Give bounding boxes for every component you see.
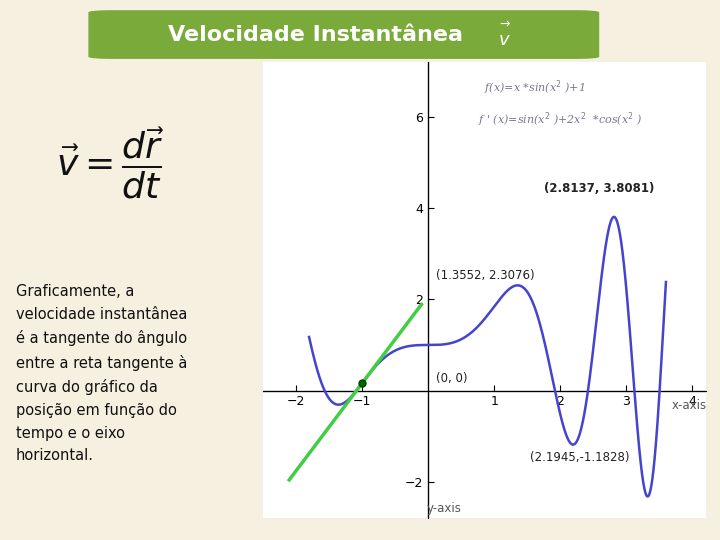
Text: y-axis: y-axis [427, 502, 462, 515]
Text: $v$: $v$ [498, 31, 510, 49]
Text: (0, 0): (0, 0) [436, 373, 467, 386]
Text: (1.3552, 2.3076): (1.3552, 2.3076) [436, 269, 534, 282]
Text: x-axis: x-axis [672, 399, 706, 412]
Text: $\vec{v} = \dfrac{d\vec{r}}{dt}$: $\vec{v} = \dfrac{d\vec{r}}{dt}$ [56, 125, 165, 200]
Text: Graficamente, a
velocidade instantânea
é a tangente do ângulo
entre a reta tange: Graficamente, a velocidade instantânea é… [16, 284, 187, 463]
FancyBboxPatch shape [89, 10, 599, 59]
Text: $\rightarrow$: $\rightarrow$ [497, 17, 511, 30]
Text: (2.8137, 3.8081): (2.8137, 3.8081) [544, 182, 654, 195]
Text: f ' (x)=sin(x$^2$ )+2x$^2$  *cos(x$^2$ ): f ' (x)=sin(x$^2$ )+2x$^2$ *cos(x$^2$ ) [477, 111, 642, 129]
Text: (2.1945,-1.1828): (2.1945,-1.1828) [531, 451, 630, 464]
Text: f(x)=x *sin(x$^2$ )+1: f(x)=x *sin(x$^2$ )+1 [484, 78, 585, 97]
Text: Velocidade Instantânea: Velocidade Instantânea [168, 24, 464, 45]
